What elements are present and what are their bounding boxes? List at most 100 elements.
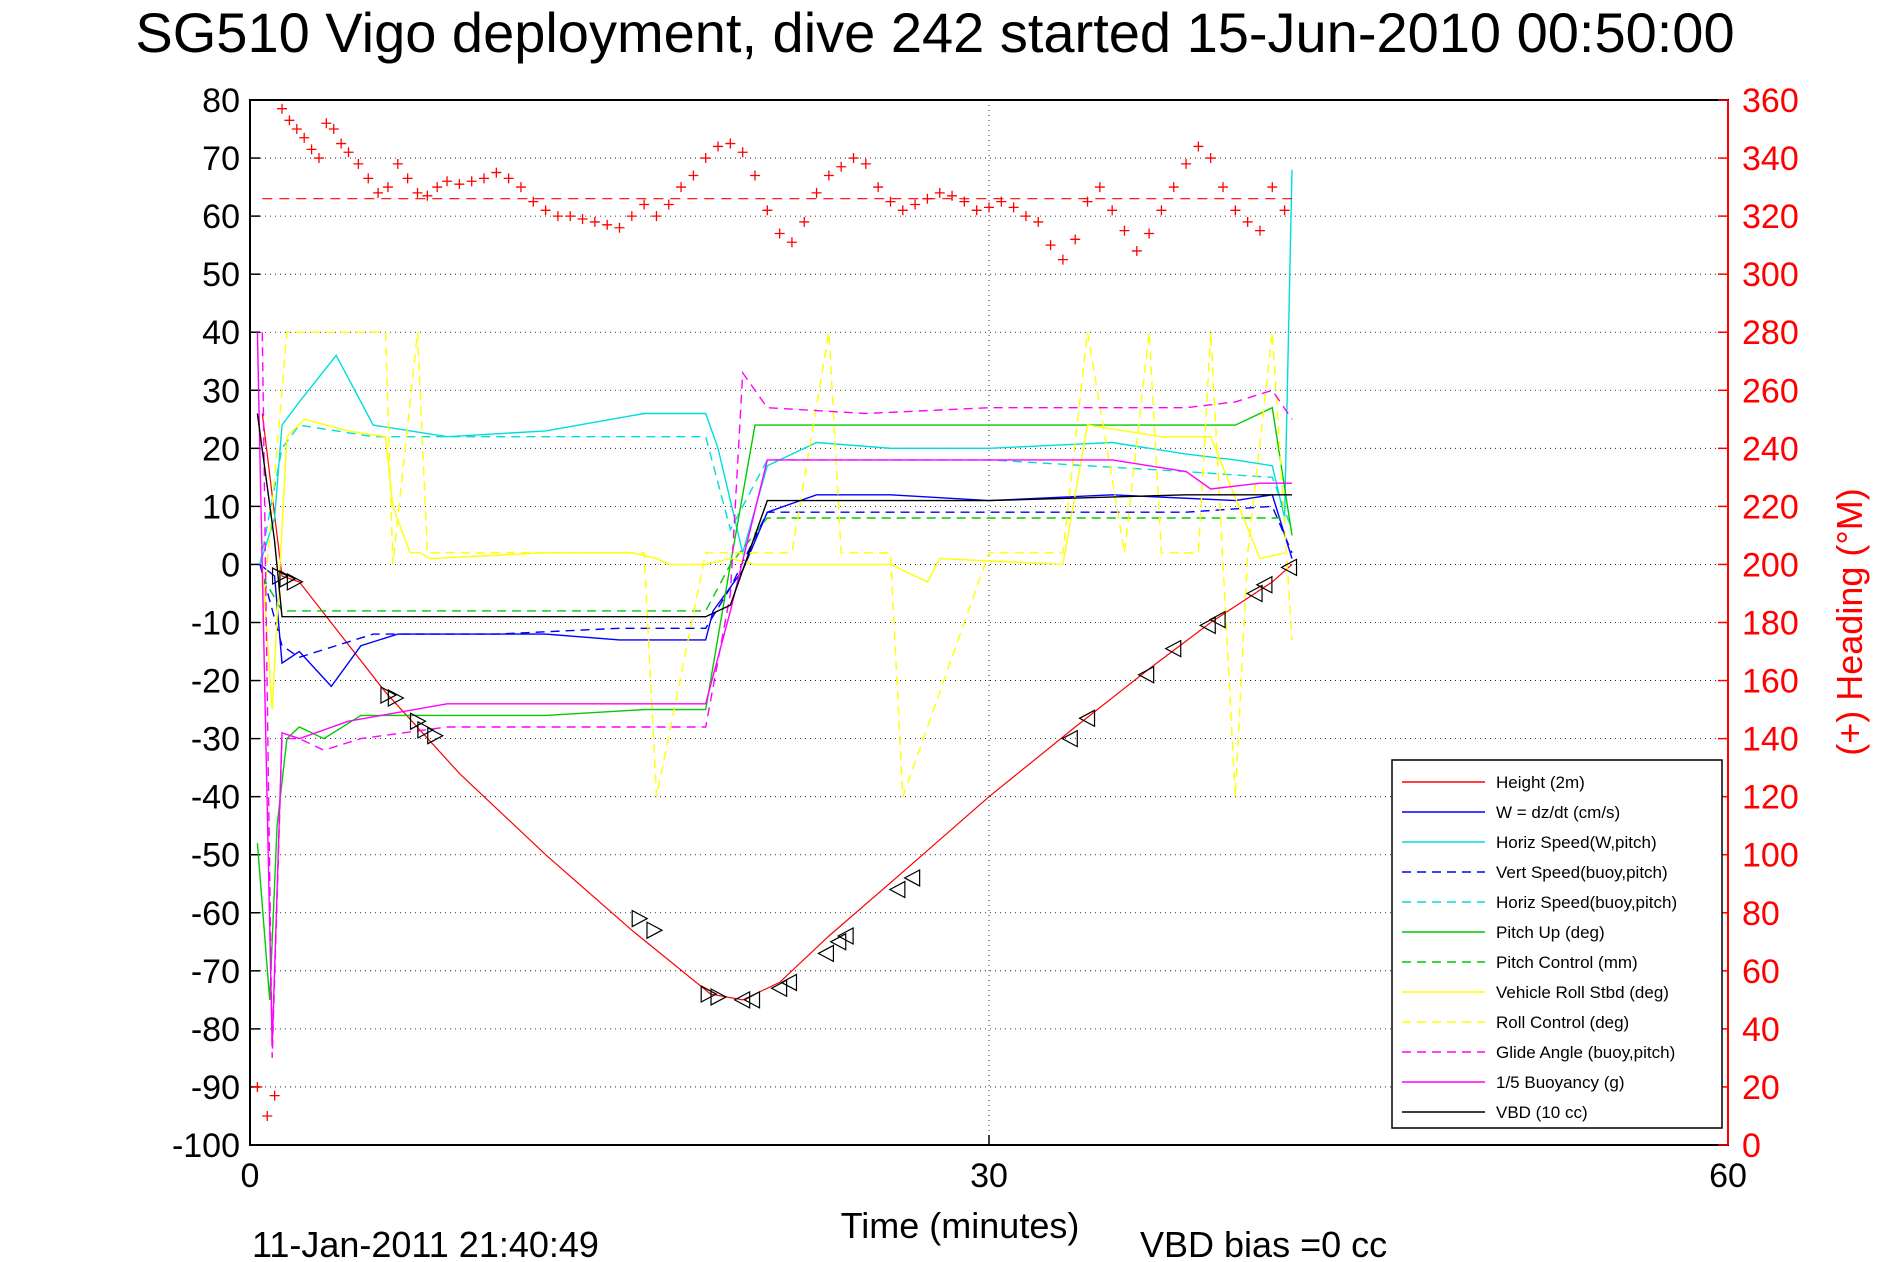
heading-point bbox=[479, 173, 490, 184]
heading-point bbox=[971, 205, 982, 216]
heading-point bbox=[1144, 228, 1155, 239]
heading-point bbox=[392, 158, 403, 169]
heading-point bbox=[402, 173, 413, 184]
right-tick-label: 280 bbox=[1742, 314, 1799, 352]
legend-label-4: Vert Speed(buoy,pitch) bbox=[1496, 863, 1668, 882]
heading-point bbox=[1070, 234, 1081, 245]
heading-point bbox=[910, 199, 921, 210]
series-line-12 bbox=[256, 413, 1292, 618]
triangle-marker bbox=[646, 921, 664, 940]
triangle-marker bbox=[1198, 616, 1216, 635]
right-axis-label: (+) Heading (°M) bbox=[1829, 488, 1870, 755]
left-tick-label: -60 bbox=[191, 895, 240, 933]
heading-point bbox=[725, 138, 736, 149]
left-tick-label: 0 bbox=[221, 546, 240, 584]
heading-point bbox=[1242, 216, 1253, 227]
triangle-marker bbox=[387, 688, 405, 707]
heading-point bbox=[774, 228, 785, 239]
triangle-marker bbox=[1208, 610, 1226, 629]
heading-point bbox=[422, 190, 433, 201]
heading-point bbox=[1156, 205, 1167, 216]
right-tick-label: 100 bbox=[1742, 837, 1799, 875]
triangle-marker bbox=[631, 909, 649, 928]
triangle-marker bbox=[1280, 558, 1298, 577]
right-tick-label: 360 bbox=[1742, 82, 1799, 120]
heading-point bbox=[565, 211, 576, 222]
left-tick-label: -50 bbox=[191, 837, 240, 875]
heading-point bbox=[737, 147, 748, 158]
series-line-9 bbox=[261, 331, 1293, 797]
right-tick-label: 240 bbox=[1742, 430, 1799, 468]
heading-point bbox=[252, 1081, 263, 1092]
heading-point bbox=[540, 205, 551, 216]
right-tick-label: 260 bbox=[1742, 372, 1799, 410]
triangle-marker bbox=[286, 572, 304, 591]
left-tick-label: 10 bbox=[202, 488, 240, 526]
series-line-2 bbox=[259, 494, 1293, 688]
heading-point bbox=[284, 115, 295, 126]
heading-point bbox=[412, 187, 423, 198]
triangle-marker bbox=[427, 726, 445, 745]
heading-point bbox=[688, 170, 699, 181]
legend-label-2: W = dz/dt (cm/s) bbox=[1496, 803, 1620, 822]
left-tick-label: 40 bbox=[202, 314, 240, 352]
heading-point bbox=[306, 144, 317, 155]
triangle-marker bbox=[829, 932, 847, 951]
x-tick-label: 30 bbox=[970, 1157, 1008, 1195]
legend-label-11: 1/5 Buoyancy (g) bbox=[1496, 1073, 1625, 1092]
right-tick-label: 80 bbox=[1742, 895, 1780, 933]
legend-label-5: Horiz Speed(buoy,pitch) bbox=[1496, 893, 1677, 912]
heading-point bbox=[1045, 240, 1056, 251]
right-tick-label: 220 bbox=[1742, 488, 1799, 526]
heading-point bbox=[885, 196, 896, 207]
triangle-marker bbox=[836, 927, 854, 945]
heading-point bbox=[454, 179, 465, 190]
footer-vbd-bias: VBD bias =0 cc bbox=[1140, 1224, 1387, 1262]
right-tick-label: 300 bbox=[1742, 256, 1799, 294]
left-y-axis: 80 70 60 50 40 30 20 10 0 -10 -20 -30 -40 -50 -60 -70 -8… bbox=[172, 82, 260, 1165]
heading-point bbox=[577, 214, 588, 225]
triangle-marker bbox=[700, 985, 718, 1004]
left-tick-label: 80 bbox=[202, 82, 240, 120]
heading-point bbox=[922, 193, 933, 204]
x-axis-label: Time (minutes) bbox=[841, 1205, 1080, 1246]
heading-point bbox=[299, 132, 310, 143]
right-tick-label: 40 bbox=[1742, 1011, 1780, 1049]
heading-point bbox=[277, 103, 288, 114]
series-line-3 bbox=[259, 169, 1293, 565]
series-line-4 bbox=[259, 505, 1293, 659]
left-tick-label: 70 bbox=[202, 140, 240, 178]
triangle-marker bbox=[903, 868, 921, 887]
heading-point bbox=[1168, 182, 1179, 193]
x-axis: 0 30 60 bbox=[241, 1135, 1747, 1195]
right-tick-label: 160 bbox=[1742, 663, 1799, 701]
left-tick-label: -90 bbox=[191, 1069, 240, 1107]
heading-point bbox=[762, 205, 773, 216]
right-tick-label: 200 bbox=[1742, 546, 1799, 584]
heading-point bbox=[1082, 196, 1093, 207]
heading-point bbox=[1033, 216, 1044, 227]
left-tick-label: 50 bbox=[202, 256, 240, 294]
heading-point bbox=[442, 176, 453, 187]
left-tick-label: -80 bbox=[191, 1011, 240, 1049]
heading-point bbox=[1254, 225, 1265, 236]
heading-point bbox=[353, 158, 364, 169]
heading-point bbox=[614, 222, 625, 233]
right-tick-label: 140 bbox=[1742, 721, 1799, 759]
series-line-11 bbox=[256, 332, 1292, 1047]
heading-point bbox=[676, 182, 687, 193]
heading-point bbox=[1057, 254, 1068, 265]
heading-point bbox=[713, 141, 724, 152]
left-tick-label: -30 bbox=[191, 721, 240, 759]
heading-point bbox=[343, 147, 354, 158]
legend-label-7: Pitch Control (mm) bbox=[1496, 953, 1638, 972]
right-tick-label: 0 bbox=[1742, 1127, 1761, 1165]
heading-point bbox=[1205, 153, 1216, 164]
series-layer bbox=[256, 169, 1293, 1058]
heading-point bbox=[947, 190, 958, 201]
heading-point bbox=[328, 124, 339, 135]
heading-point bbox=[1279, 205, 1290, 216]
heading-point bbox=[823, 170, 834, 181]
heading-point bbox=[528, 196, 539, 207]
heading-point bbox=[1230, 205, 1241, 216]
